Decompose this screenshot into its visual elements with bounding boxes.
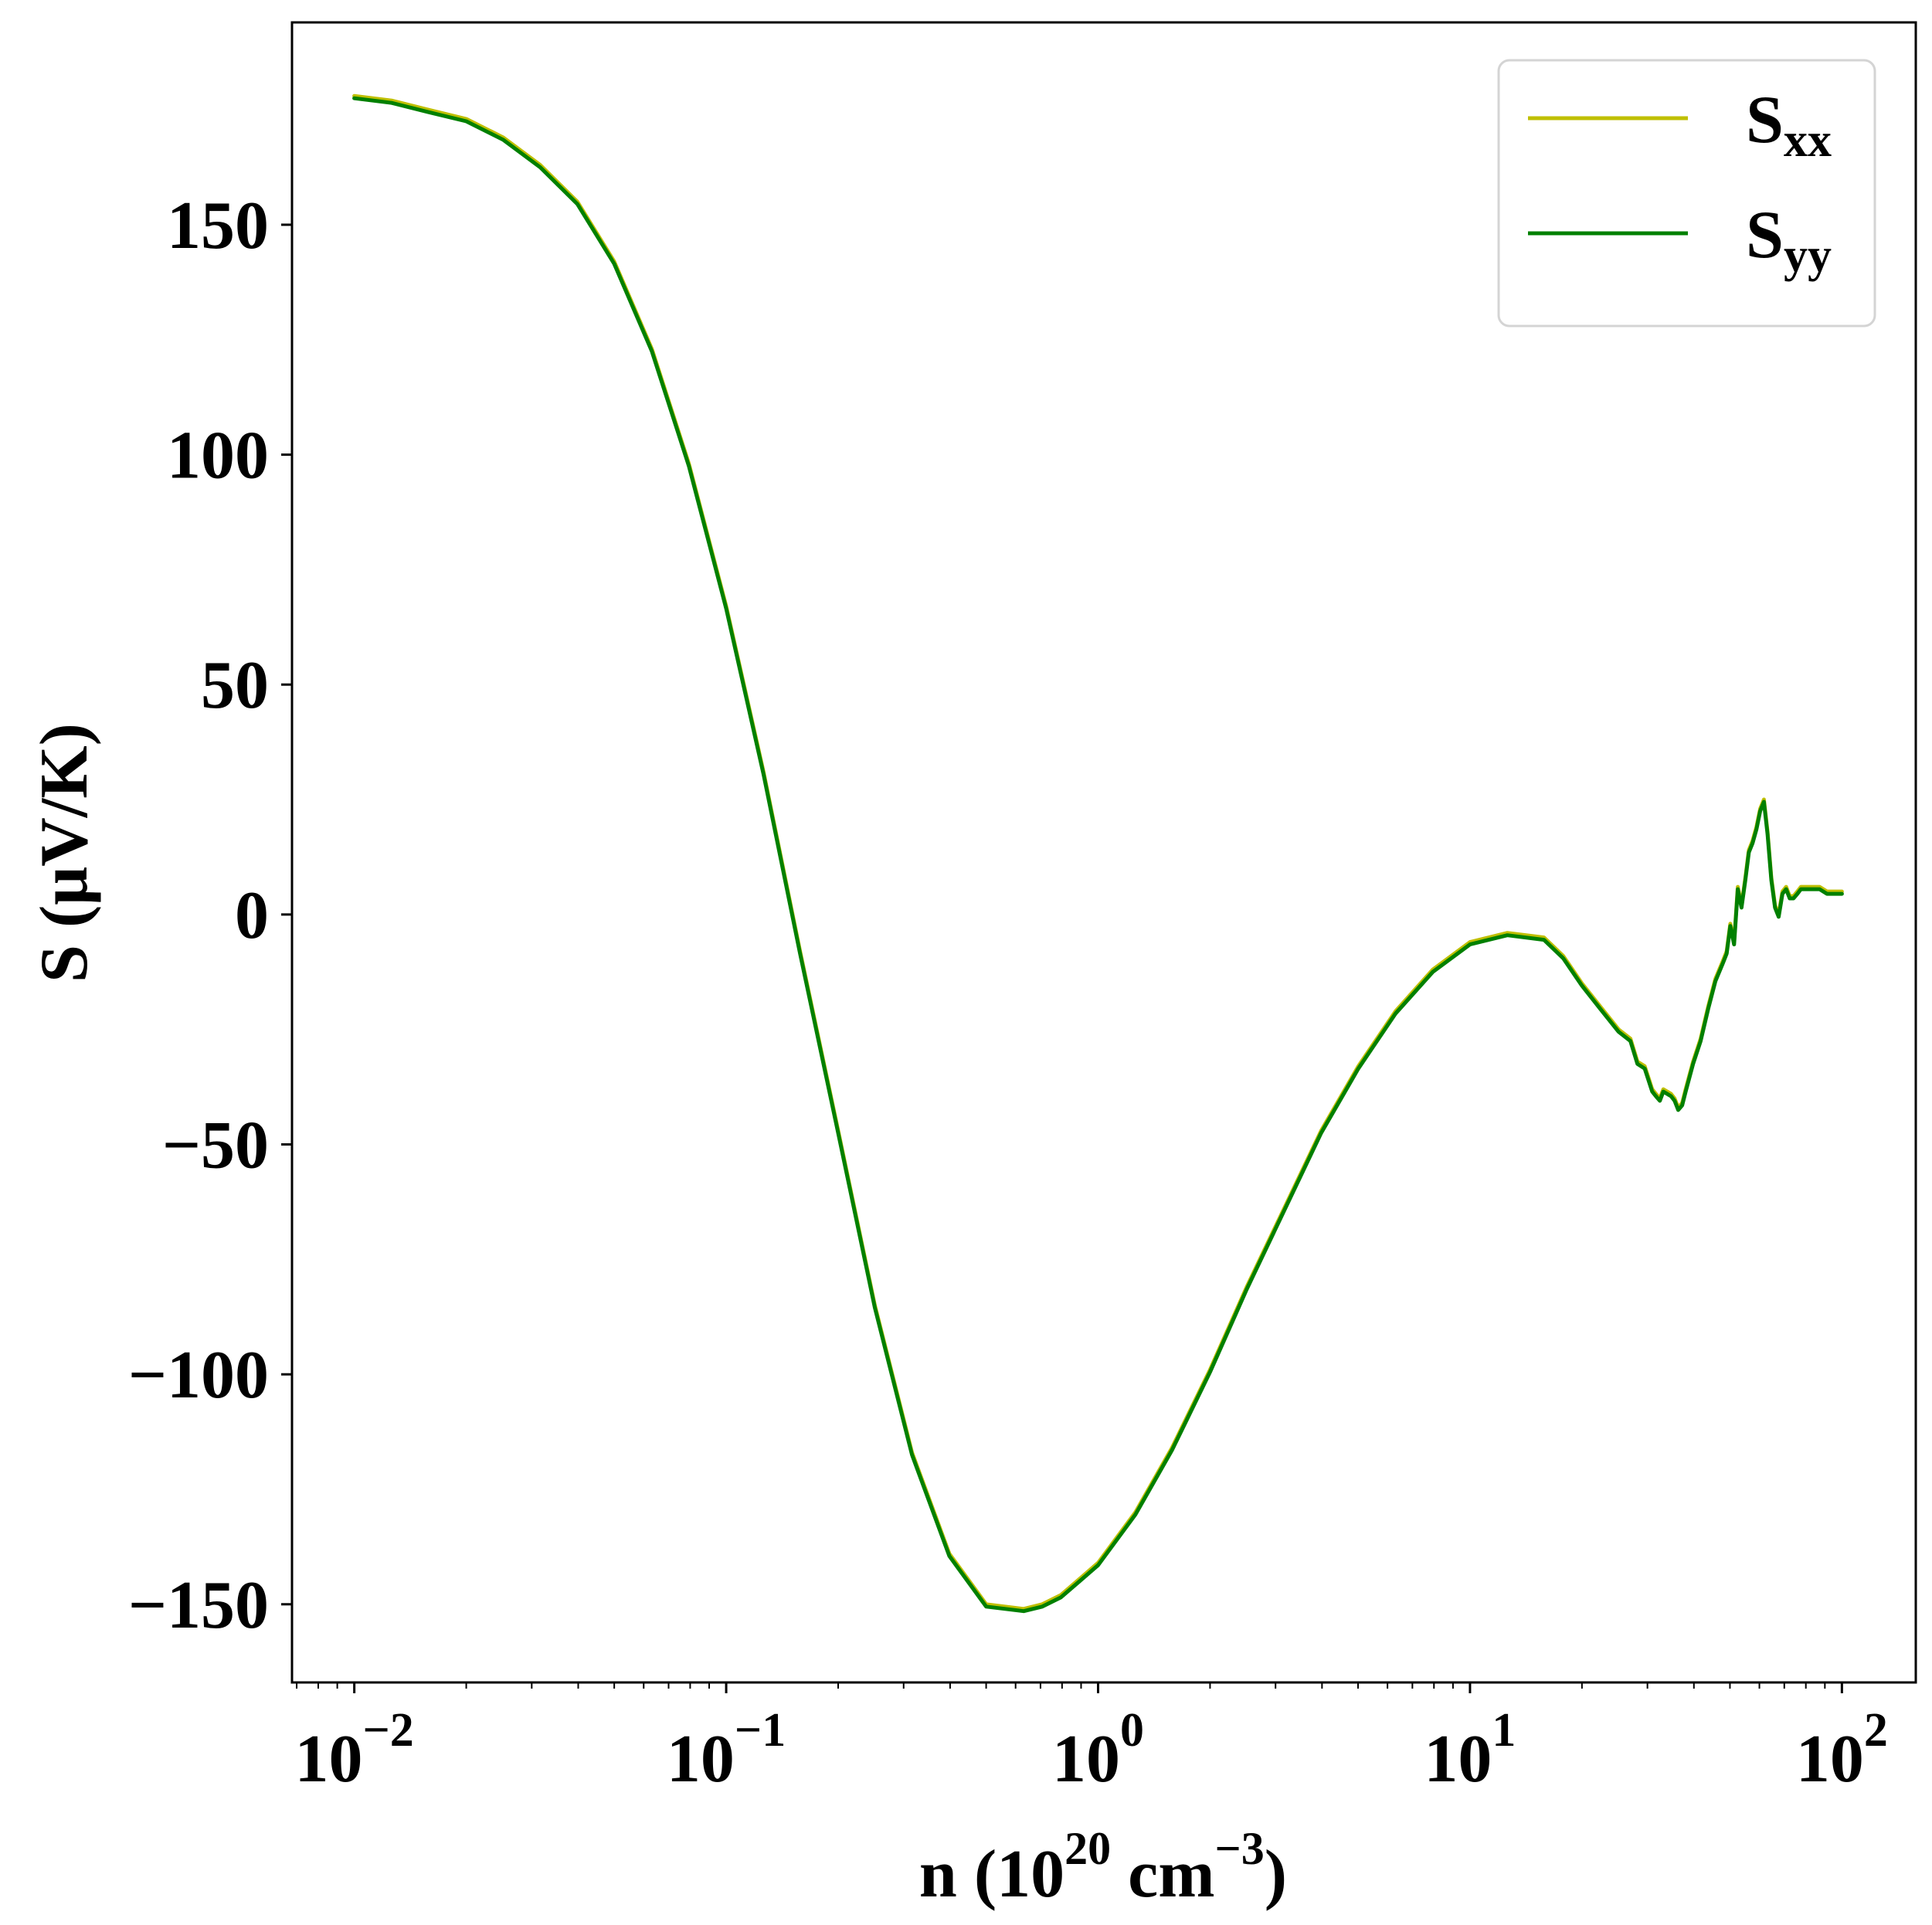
legend-sxx-label: Sxx	[1746, 83, 1832, 167]
x-axis-label-unit: cm	[1111, 1837, 1214, 1912]
x-tick-label: 102	[1796, 1704, 1888, 1797]
plot-frame	[290, 21, 1917, 1684]
y-tick-label: 150	[167, 188, 269, 263]
x-tick-label: 10−1	[667, 1704, 786, 1797]
x-tick-label-base: 10	[294, 1722, 362, 1797]
legend-sxx-label-main: S	[1746, 83, 1784, 158]
x-tick-label-base: 10	[1424, 1722, 1492, 1797]
x-tick-label-exponent: −2	[362, 1704, 413, 1757]
x-axis-label-exponent-2: −3	[1215, 1823, 1265, 1874]
x-tick-label-exponent: 1	[1492, 1704, 1516, 1757]
x-tick-label-exponent: 0	[1120, 1704, 1144, 1757]
legend-syy-label: Syy	[1746, 198, 1832, 282]
x-axis-label-exponent-1: 20	[1064, 1823, 1111, 1874]
x-axis-label: n (1020 cm−3)	[919, 1823, 1287, 1912]
x-tick-label-base: 10	[1052, 1722, 1120, 1797]
x-axis-label-prefix: n (10	[919, 1837, 1064, 1912]
y-tick-label: −150	[128, 1568, 269, 1643]
y-tick-label: 100	[167, 419, 269, 494]
y-tick-label: −50	[162, 1108, 269, 1183]
legend-frame	[1497, 59, 1876, 328]
x-tick-label-exponent: 2	[1864, 1704, 1888, 1757]
legend-syy-label-sub: yy	[1784, 229, 1832, 282]
x-tick-label-base: 10	[1796, 1722, 1864, 1797]
x-tick-label: 10−2	[294, 1704, 413, 1797]
x-tick-label: 101	[1424, 1704, 1516, 1797]
legend-syy-label-main: S	[1746, 198, 1784, 273]
y-tick-label: 50	[201, 648, 269, 723]
y-tick-label: −100	[128, 1338, 269, 1413]
legend: Sxx Syy	[1497, 59, 1876, 328]
series-layer	[352, 93, 1844, 1614]
legend-sxx-label-sub: xx	[1784, 114, 1832, 167]
y-tick-label: 0	[235, 878, 269, 953]
x-axis-label-suffix: )	[1265, 1837, 1287, 1912]
series-line-Syy	[352, 96, 1844, 1614]
y-axis-label: S (μV/K)	[27, 723, 102, 983]
x-tick-label: 100	[1052, 1704, 1144, 1797]
x-tick-label-base: 10	[667, 1722, 735, 1797]
x-tick-label-exponent: −1	[735, 1704, 786, 1757]
